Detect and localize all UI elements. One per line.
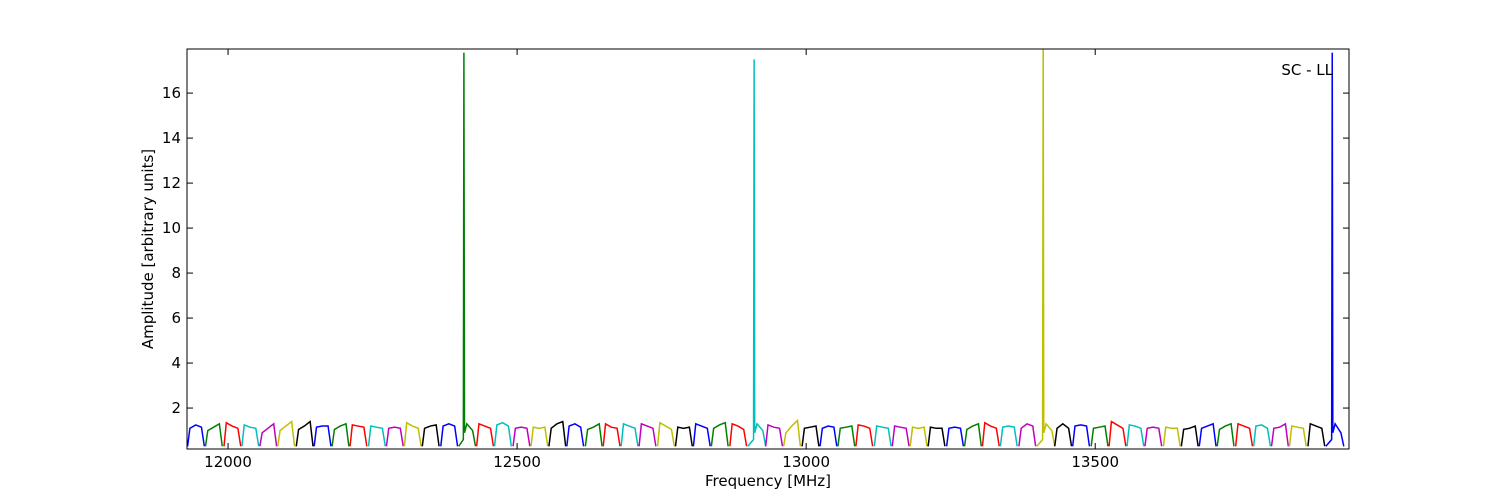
x-tick-label: 13500	[1071, 453, 1119, 471]
x-tick-label: 12000	[204, 453, 252, 471]
series-line	[277, 49, 1307, 447]
series-line	[241, 59, 1272, 447]
x-tick-label: 13000	[782, 453, 830, 471]
x-tick-label: 12500	[493, 453, 541, 471]
y-tick-label: 10	[162, 219, 181, 237]
y-tick-label: 4	[171, 354, 181, 372]
x-axis-label: Frequency [MHz]	[705, 472, 831, 490]
series-line	[187, 52, 1345, 447]
plot-lines	[187, 49, 1345, 447]
series-line	[295, 420, 1326, 447]
series-line	[223, 420, 1254, 447]
y-tick-label: 16	[162, 84, 181, 102]
y-tick-label: 6	[171, 309, 181, 327]
plot-frame	[186, 48, 1350, 450]
y-tick-label: 8	[171, 264, 181, 282]
series-line	[204, 52, 1235, 447]
annotation: SC - LL	[1281, 61, 1333, 79]
y-tick-label: 12	[162, 174, 181, 192]
series-line	[259, 422, 1290, 447]
y-tick-label: 2	[171, 399, 181, 417]
y-axis-label: Amplitude [arbitrary units]	[139, 149, 157, 349]
y-tick-label: 14	[162, 129, 181, 147]
